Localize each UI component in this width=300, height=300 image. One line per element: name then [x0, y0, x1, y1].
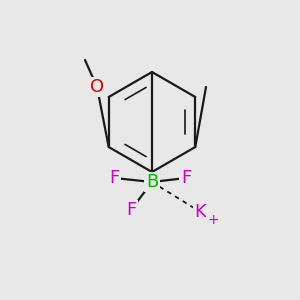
Text: O: O: [90, 78, 104, 96]
Text: +: +: [207, 213, 219, 227]
Text: F: F: [109, 169, 119, 187]
Text: K: K: [194, 203, 206, 221]
Text: F: F: [126, 201, 136, 219]
Text: B: B: [146, 173, 158, 191]
Text: F: F: [181, 169, 191, 187]
